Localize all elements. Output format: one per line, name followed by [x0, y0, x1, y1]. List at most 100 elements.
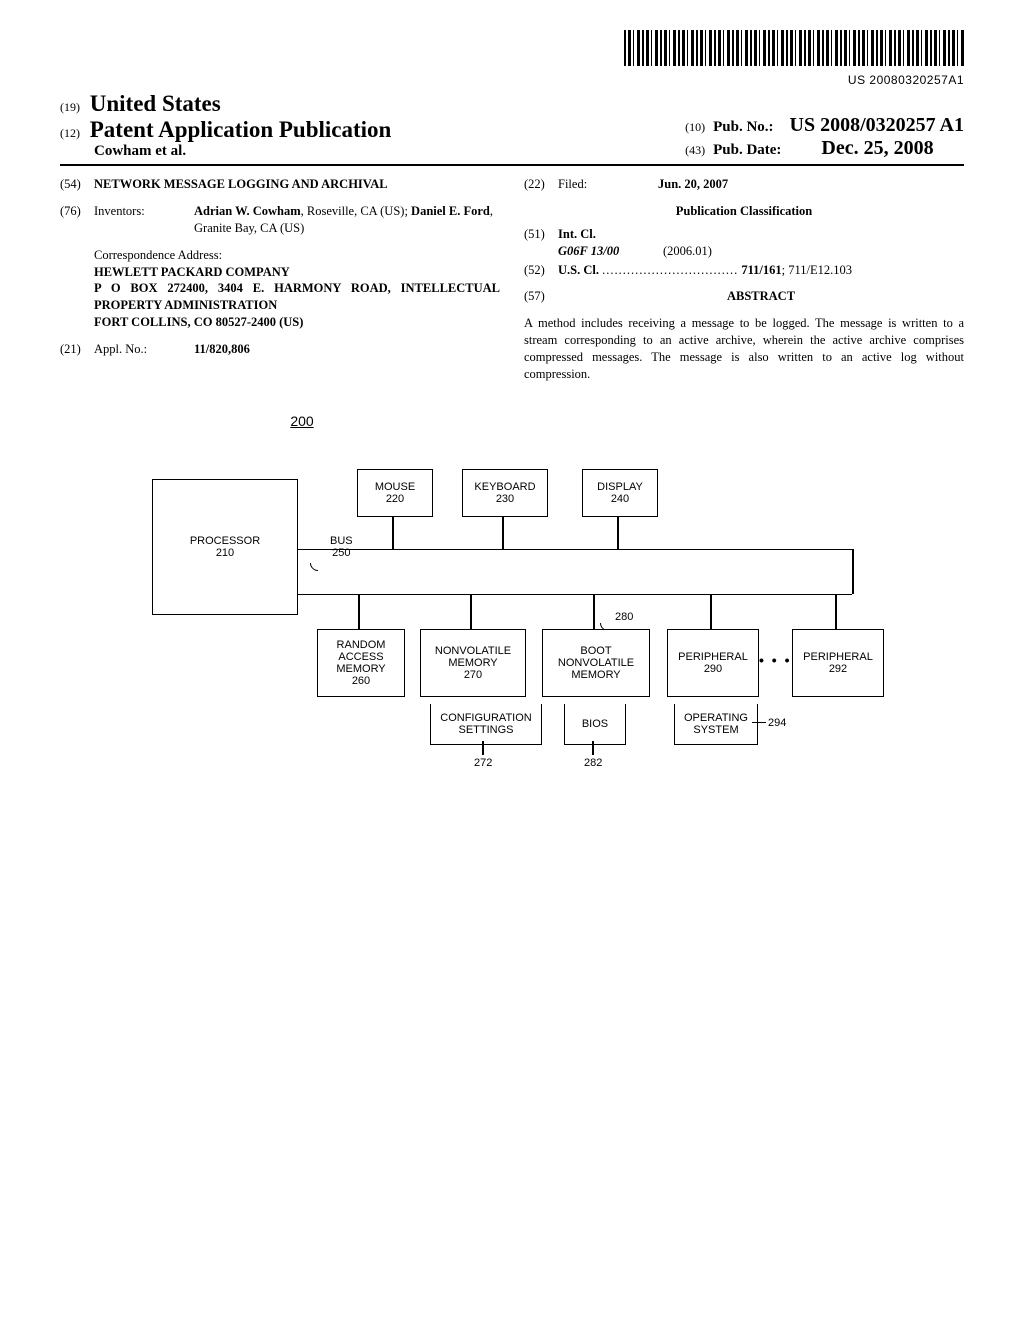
ram-label: RANDOM ACCESS MEMORY [336, 639, 385, 675]
keyboard-num: 230 [496, 493, 514, 505]
ram-box: RANDOM ACCESS MEMORY 260 [317, 629, 405, 697]
corr-label: Correspondence Address: [94, 247, 500, 264]
uscl-main: 711/161 [741, 263, 781, 277]
display-num: 240 [611, 493, 629, 505]
display-label: DISPLAY [597, 481, 643, 493]
field-54: (54) NETWORK MESSAGE LOGGING AND ARCHIVA… [60, 176, 500, 193]
intcl-year: (2006.01) [663, 244, 712, 258]
peripheral-2-num: 292 [829, 663, 847, 675]
nvol-num: 270 [464, 669, 482, 681]
abstract-title: ABSTRACT [558, 288, 964, 305]
peripheral-2-label: PERIPHERAL [803, 651, 873, 663]
figure-ref: 200 [0, 413, 964, 429]
peripheral-1-label: PERIPHERAL [678, 651, 748, 663]
processor-num: 210 [216, 547, 234, 559]
mouse-box: MOUSE 220 [357, 469, 433, 517]
os-num: 294 [768, 717, 786, 729]
code-54: (54) [60, 176, 94, 193]
intcl-body: Int. Cl. G06F 13/00 (2006.01) [558, 226, 964, 260]
boot-vline [593, 594, 595, 629]
mouse-label: MOUSE [375, 481, 415, 493]
header-right: (10) Pub. No.: US 2008/0320257 A1 (43) P… [685, 114, 964, 160]
field-57: (57) ABSTRACT [524, 288, 964, 305]
patent-page: US 20080320257A1 (19) United States (12)… [0, 0, 1024, 809]
bus-top-hline [292, 549, 852, 551]
ram-vline [358, 594, 360, 629]
intcl-class: G06F 13/00 [558, 244, 619, 258]
ellipsis: • • • [759, 652, 791, 668]
code-12: (12) [60, 126, 80, 140]
pubno-value: US 2008/0320257 A1 [790, 114, 964, 136]
code-52: (52) [524, 262, 558, 279]
ram-num: 260 [352, 675, 370, 687]
config-label: CONFIGURATION SETTINGS [440, 712, 531, 736]
peripheral-2-box: PERIPHERAL 292 [792, 629, 884, 697]
figure: 200 BUS 250 280 [60, 413, 964, 779]
processor-box: PROCESSOR 210 [152, 479, 298, 615]
cfg-num: 272 [474, 757, 492, 769]
bus-num: 250 [332, 547, 350, 559]
os-box: OPERATING SYSTEM [674, 704, 758, 745]
code-21: (21) [60, 341, 94, 358]
keyboard-label: KEYBOARD [474, 481, 535, 493]
authors-line: Cowham et al. [94, 143, 391, 160]
pubno-label: Pub. No.: [713, 119, 773, 135]
bus-right-vline [852, 549, 854, 594]
inventor-1: Adrian W. Cowham [194, 204, 301, 218]
pubdate-label: Pub. Date: [713, 142, 781, 158]
boot-num-lead: 280 [615, 611, 633, 623]
field-22: (22) Filed: Jun. 20, 2007 [524, 176, 964, 193]
applno-value: 11/820,806 [194, 341, 500, 358]
pubclass-title: Publication Classification [524, 203, 964, 220]
cfg-lead [482, 741, 484, 755]
uscl-body: U.S. Cl. ...............................… [558, 262, 964, 279]
barcode-area: US 20080320257A1 [60, 30, 964, 87]
os-label: OPERATING SYSTEM [684, 712, 748, 736]
code-43: (43) [685, 143, 705, 157]
filed-label: Filed: [558, 176, 658, 193]
filed-value: Jun. 20, 2007 [658, 176, 964, 193]
pubdate-value: Dec. 25, 2008 [821, 137, 933, 159]
doc-type: Patent Application Publication [90, 117, 392, 142]
field-21: (21) Appl. No.: 11/820,806 [60, 341, 500, 358]
bios-lead [592, 741, 594, 755]
nvol-vline [470, 594, 472, 629]
boot-box: BOOT NONVOLATILE MEMORY [542, 629, 650, 697]
bus-lead-curve [307, 551, 330, 574]
os-lead [752, 722, 766, 724]
bios-label: BIOS [582, 718, 608, 730]
code-22: (22) [524, 176, 558, 193]
right-column: (22) Filed: Jun. 20, 2007 Publication Cl… [524, 176, 964, 383]
code-51: (51) [524, 226, 558, 260]
intcl-label: Int. Cl. [558, 227, 596, 241]
header-left: (19) United States (12) Patent Applicati… [60, 91, 391, 160]
boot-label: BOOT NONVOLATILE MEMORY [558, 645, 634, 681]
abstract-text: A method includes receiving a message to… [524, 315, 964, 383]
barcode [624, 30, 964, 66]
block-diagram: BUS 250 280 PROCESSOR 210 MOUSE 220 KEYB… [152, 439, 872, 779]
mouse-num: 220 [386, 493, 404, 505]
bios-box: BIOS [564, 704, 626, 745]
bios-num: 282 [584, 757, 602, 769]
inventors-label: Inventors: [94, 203, 194, 237]
nvol-label: NONVOLATILE MEMORY [435, 645, 511, 669]
config-box: CONFIGURATION SETTINGS [430, 704, 542, 745]
field-52: (52) U.S. Cl. ..........................… [524, 262, 964, 279]
peripheral-1-box: PERIPHERAL 290 [667, 629, 759, 697]
peripheral-1-num: 290 [704, 663, 722, 675]
corr-l3: FORT COLLINS, CO 80527-2400 (US) [94, 314, 500, 331]
display-box: DISPLAY 240 [582, 469, 658, 517]
header: (19) United States (12) Patent Applicati… [60, 91, 964, 166]
uscl-label: U.S. Cl. [558, 263, 599, 277]
code-10: (10) [685, 120, 705, 134]
corr-l1: HEWLETT PACKARD COMPANY [94, 264, 500, 281]
correspondence: Correspondence Address: HEWLETT PACKARD … [94, 247, 500, 331]
country: United States [90, 91, 221, 116]
uscl-dots: ................................. [602, 262, 738, 279]
inventors-body: Adrian W. Cowham, Roseville, CA (US); Da… [194, 203, 500, 237]
left-column: (54) NETWORK MESSAGE LOGGING AND ARCHIVA… [60, 176, 500, 383]
uscl-aux: ; 711/E12.103 [782, 263, 852, 277]
per1-vline [710, 594, 712, 629]
body-columns: (54) NETWORK MESSAGE LOGGING AND ARCHIVA… [60, 176, 964, 383]
bus-bot-hline [292, 594, 852, 596]
